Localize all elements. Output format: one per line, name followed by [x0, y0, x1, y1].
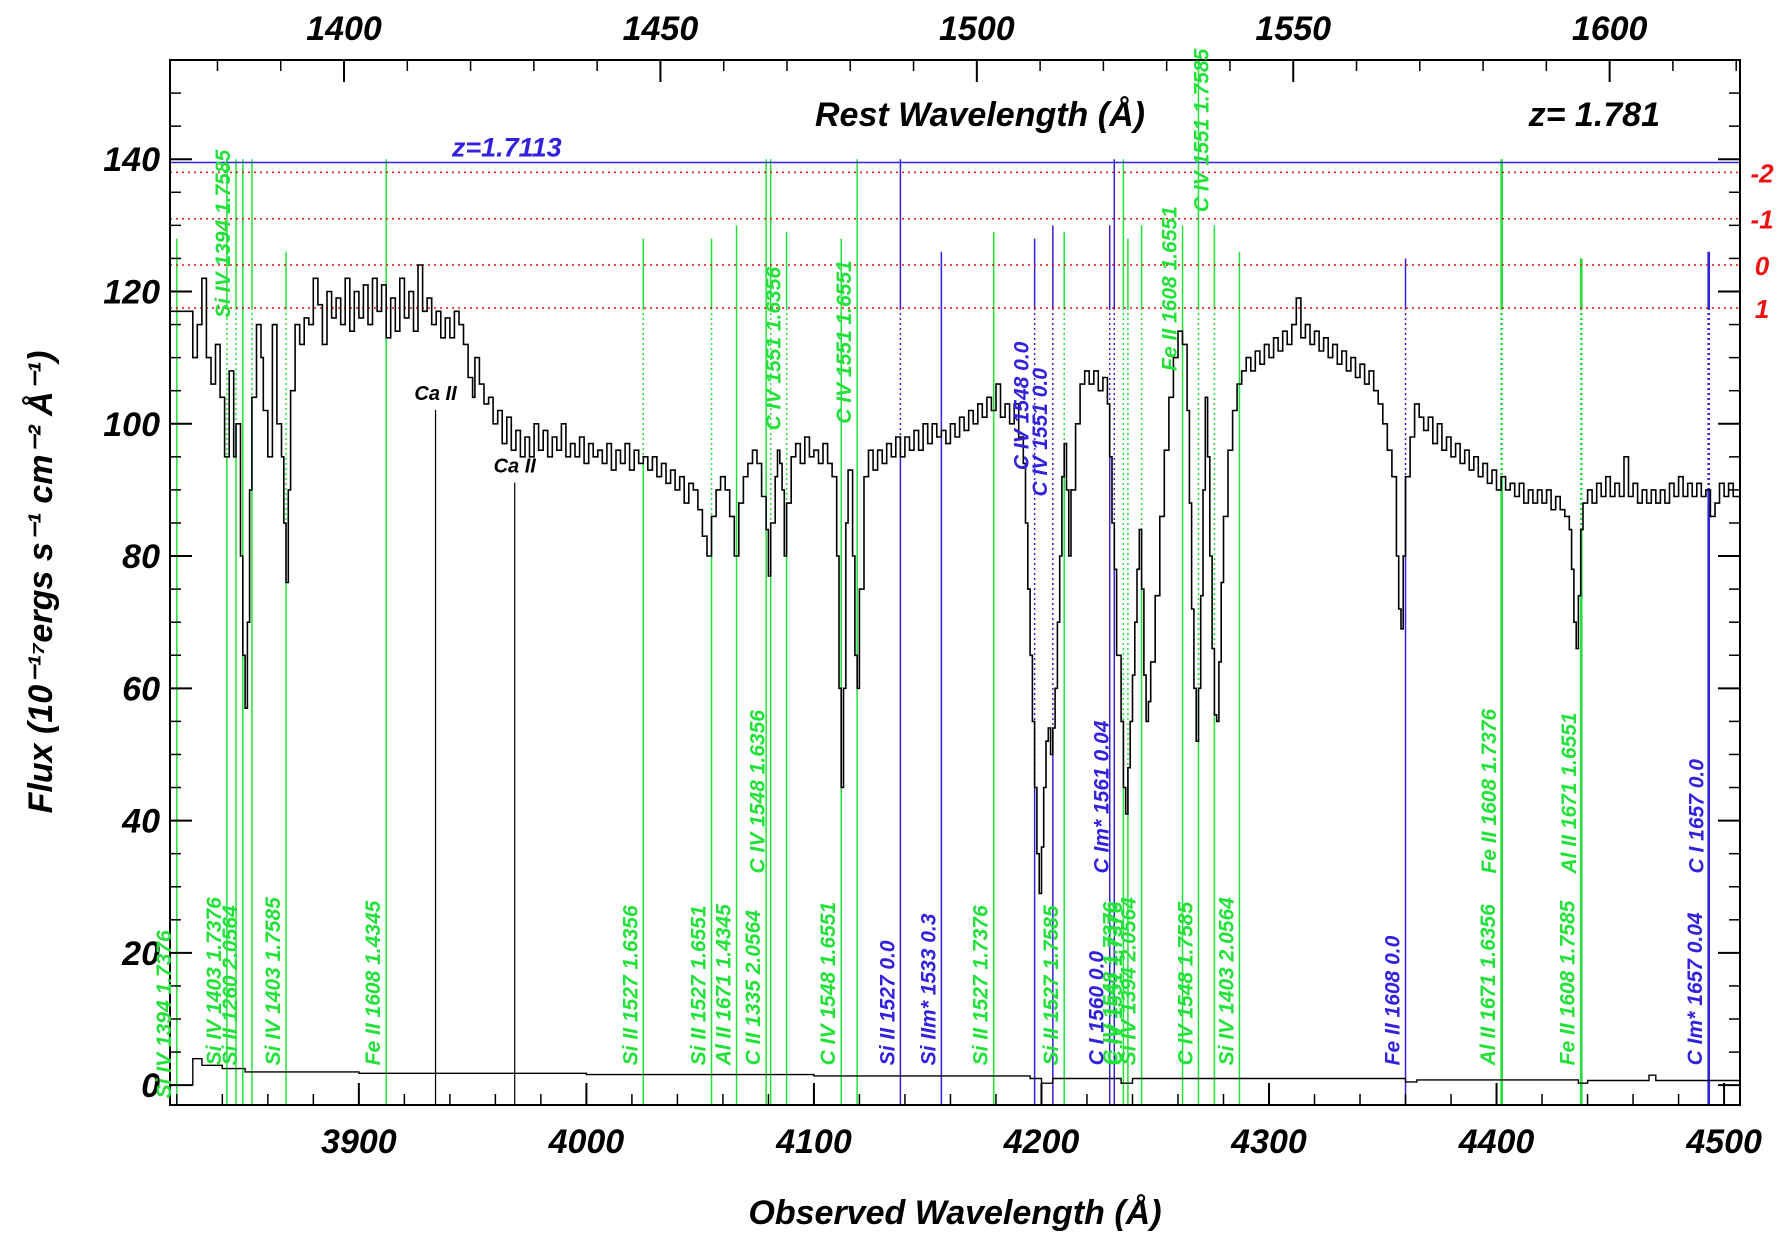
marker-label: Si IIm* 1533 0.3	[917, 913, 940, 1065]
top-tick-label: 1600	[1572, 10, 1648, 48]
marker-label: C IV 1548 1.6356	[747, 710, 770, 874]
marker-label: Fe II 1608 1.4345	[362, 900, 385, 1065]
y-tick-label: 60	[122, 670, 160, 708]
x-tick-label: 4200	[1003, 1123, 1080, 1161]
system-bar-label: z=1.7113	[451, 133, 562, 163]
marker-label: Fe II 1608 1.6551	[1159, 206, 1182, 371]
marker-label: C IV 1548 1.6551	[817, 902, 840, 1065]
spectrum-layer	[170, 265, 1740, 1085]
marker-label: Si II 1527 1.6551	[688, 905, 711, 1065]
ca-ii-label: Ca II	[494, 456, 537, 478]
marker-label: Al II 1671 1.4345	[713, 904, 736, 1066]
x-tick-label: 3900	[321, 1123, 397, 1161]
ca-ii-label: Ca II	[414, 383, 457, 405]
x-tick-label: 4400	[1458, 1123, 1535, 1161]
y-tick-label: 140	[103, 141, 160, 179]
top-tick-label: 1550	[1255, 10, 1331, 48]
level-lines: -2 -1 0 1	[170, 158, 1774, 324]
marker-label: Al II 1671 1.6551	[1558, 712, 1581, 874]
redshift-label: z= 1.781	[1528, 96, 1660, 134]
marker-label: C Im* 1657 0.04	[1684, 912, 1707, 1065]
marker-label: Si IV 1403 1.7585	[262, 897, 285, 1065]
marker-label: C IV 1551 1.6551	[833, 260, 856, 423]
marker-label: C I 1657 0.0	[1685, 759, 1708, 874]
marker-label: C Im* 1561 0.04	[1090, 720, 1113, 873]
top-axis-title: Rest Wavelength (Å)	[815, 96, 1145, 134]
x-tick-label: 4000	[548, 1123, 625, 1161]
marker-label: Al II 1671 1.6356	[1477, 904, 1500, 1066]
plot-frame	[170, 60, 1740, 1105]
level-label: 1	[1755, 294, 1769, 324]
y-tick-label: 100	[103, 406, 160, 444]
marker-label: C IV 1551 0.0	[1029, 368, 1052, 497]
marker-label: C IV 1551 1.7585	[1190, 48, 1213, 212]
marker-label: Fe II 1608 1.7376	[1478, 709, 1501, 874]
x-axis-title: Observed Wavelength (Å)	[748, 1194, 1161, 1232]
marker-label: C IV 1548 1.7585	[1174, 902, 1197, 1066]
marker-label: Si IV 1394 2.0564	[1118, 897, 1141, 1065]
marker-label: Si IV 1394 1.7376	[153, 930, 176, 1098]
y-tick-label: 120	[103, 273, 160, 311]
marker-label: Si II 1260 2.0564	[219, 905, 242, 1065]
flux-spectrum	[170, 265, 1740, 893]
level-label: 0	[1755, 251, 1770, 281]
marker-label: Si IV 1403 2.0564	[1215, 897, 1238, 1065]
x-tick-label: 4100	[775, 1123, 852, 1161]
marker-label: Fe II 1608 0.0	[1382, 935, 1405, 1065]
y-tick-label: 80	[122, 538, 160, 576]
error-spectrum	[170, 1059, 1740, 1086]
y-axis-title: Flux (10⁻¹⁷ergs s⁻¹ cm⁻² Å⁻¹)	[22, 351, 60, 814]
y-tick-label: 40	[121, 803, 160, 841]
marker-label: Si II 1527 0.0	[876, 940, 899, 1065]
level-label: -1	[1750, 205, 1773, 235]
marker-label: C IV 1551 1.6356	[763, 267, 786, 431]
marker-label: Fe II 1608 1.7585	[1557, 900, 1580, 1065]
x-tick-label: 4300	[1230, 1123, 1307, 1161]
marker-label: Si II 1527 1.7376	[970, 905, 993, 1065]
level-label: -2	[1750, 158, 1774, 188]
x-tick-label: 4500	[1685, 1123, 1762, 1161]
marker-label: Si II 1527 1.7585	[1040, 905, 1063, 1065]
marker-label: C II 1335 2.0564	[742, 910, 765, 1066]
top-tick-label: 1500	[939, 10, 1015, 48]
top-tick-label: 1400	[306, 10, 382, 48]
marker-label: Si II 1527 1.6356	[619, 905, 642, 1065]
marker-label: Si IV 1394 1.7585	[212, 149, 235, 317]
top-tick-label: 1450	[623, 10, 699, 48]
